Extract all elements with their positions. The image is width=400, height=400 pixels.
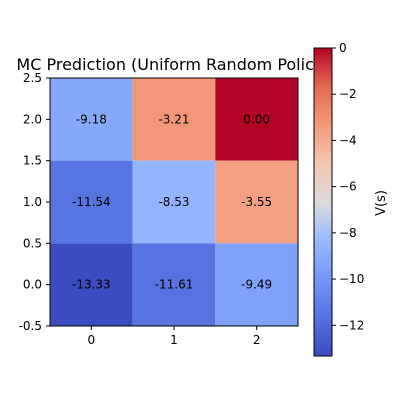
y-tick-label: 1.5: [23, 154, 42, 168]
colorbar-tick-label: −8: [339, 226, 357, 240]
x-axis: 0 1 2: [88, 326, 261, 347]
heatmap-cell: [215, 160, 298, 244]
cell-value-label: -11.61: [155, 278, 194, 292]
x-tick-label: 2: [253, 333, 261, 347]
chart-title: MC Prediction (Uniform Random Policy): [16, 55, 329, 74]
y-axis: -0.5 0.0 0.5 1.0 1.5 2.0 2.5: [19, 71, 50, 333]
heatmap-cell: [132, 78, 216, 161]
heatmap-cell: [50, 78, 133, 161]
cell-value-label: -13.33: [72, 278, 111, 292]
cell-value-label: -8.53: [158, 195, 189, 209]
y-tick-label: -0.5: [19, 319, 42, 333]
heatmap-cell: [215, 78, 298, 161]
heatmap-cell: [132, 243, 216, 326]
colorbar-tick-label: −10: [339, 272, 364, 286]
colorbar-tick-label: −6: [339, 180, 357, 194]
y-tick-label: 0.0: [23, 278, 42, 292]
colorbar-tick-label: 0: [339, 41, 347, 55]
heatmap-cell: [215, 243, 298, 326]
cell-value-label: -9.49: [241, 278, 272, 292]
heatmap-cell: [132, 160, 216, 244]
colorbar: [313, 47, 333, 357]
colorbar-label: V(s): [374, 190, 389, 216]
colorbar-tick-label: −12: [339, 318, 364, 332]
cell-value-label: -11.54: [72, 195, 111, 209]
cell-value-label: -3.21: [158, 112, 189, 126]
x-tick-label: 0: [88, 333, 96, 347]
colorbar-axis: 0 −2 −4 −6 −8 −10 −12: [332, 41, 364, 332]
cell-value-label: 0.00: [243, 112, 270, 126]
heatmap-cell: [50, 243, 133, 326]
colorbar-tick-label: −4: [339, 133, 357, 147]
colorbar-tick-label: −2: [339, 87, 357, 101]
cell-value-label: -9.18: [76, 112, 107, 126]
y-tick-label: 0.5: [23, 236, 42, 250]
y-tick-label: 2.0: [23, 112, 42, 126]
heatmap-cell-labels: -9.18 -3.21 0.00 -11.54 -8.53 -3.55 -13.33 -11.…: [72, 112, 272, 291]
y-tick-label: 1.0: [23, 195, 42, 209]
heatmap-cells: [50, 78, 298, 326]
heatmap-cell: [50, 160, 133, 244]
cell-value-label: -3.55: [241, 195, 272, 209]
y-tick-label: 2.5: [23, 71, 42, 85]
x-tick-label: 1: [170, 333, 178, 347]
